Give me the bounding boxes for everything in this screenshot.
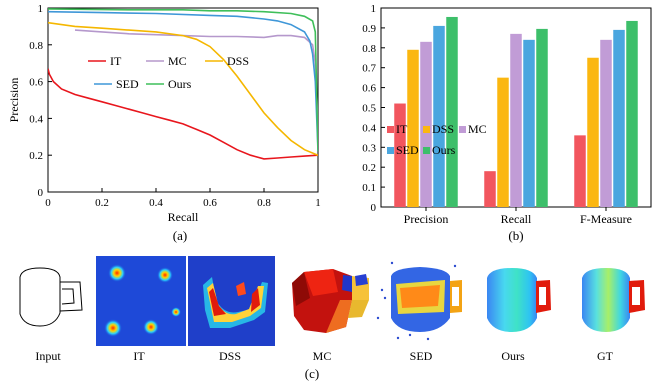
bar-it-recall: [484, 171, 496, 207]
pr-xtick-label: 0: [45, 197, 51, 209]
pr-line-ours: [48, 8, 318, 152]
pr-line-sed: [48, 10, 318, 152]
bar-dss-f-measure: [587, 57, 599, 207]
bar-ours-precision: [446, 16, 458, 207]
pr-line-dss: [48, 21, 318, 156]
pr-xlabel: Recall: [168, 210, 199, 224]
dss-result-image: [188, 256, 275, 346]
pr-ylabel: Precision: [7, 78, 21, 123]
bar-ytick-label: 0: [371, 202, 377, 214]
input-mug-sketch: [19, 267, 83, 327]
pr-xtick-label: 0.2: [95, 197, 109, 209]
mc-result-image: [292, 269, 369, 333]
pr-xtick-label: 0.4: [149, 197, 163, 209]
bar-ytick-label: 0.3: [362, 142, 376, 154]
pr-ytick-label: 0: [38, 187, 44, 199]
bar-dss-precision: [407, 49, 419, 207]
bar-ytick-label: 1: [371, 3, 377, 15]
bar-mc-f-measure: [600, 39, 612, 208]
pr-ytick-label: 0.6: [29, 77, 43, 89]
pr-ytick-label: 1: [38, 3, 44, 15]
pr-legend-label: MC: [168, 54, 187, 68]
pr-line-mc: [74, 29, 318, 128]
bar-ytick-label: 0.9: [362, 23, 376, 35]
gt-result-image: [582, 268, 645, 332]
bar-ytick-label: 0.8: [362, 43, 376, 55]
bar-legend-label: DSS: [432, 122, 454, 136]
bar-category-label: F-Measure: [580, 212, 632, 226]
bar-sed-precision: [433, 25, 445, 207]
bar-sed-recall: [523, 39, 535, 208]
mug-outline: [19, 267, 61, 327]
pr-xtick-label: 0.8: [257, 197, 271, 209]
bar-legend-label: SED: [396, 143, 419, 157]
bar-panel-label: (b): [508, 228, 523, 243]
bar-legend-label: Ours: [432, 143, 456, 157]
caption-ours: Ours: [501, 349, 525, 363]
pr-legend-label: IT: [110, 54, 122, 68]
pr-xtick-label: 1: [315, 197, 321, 209]
bar-legend-swatch: [423, 147, 430, 154]
pr-legend-label: Ours: [168, 77, 192, 91]
bar-legend-swatch: [459, 126, 466, 133]
bar-ytick-label: 0.1: [362, 182, 376, 194]
pr-legend: IT MC DSS SED Ours: [88, 54, 249, 91]
bar-mc-recall: [510, 33, 522, 208]
bar-ours-recall: [536, 28, 548, 207]
caption-gt: GT: [597, 349, 614, 363]
caption-dss: DSS: [219, 349, 241, 363]
pr-xtick-label: 0.6: [203, 197, 217, 209]
caption-it: IT: [133, 349, 145, 363]
bar-ytick-label: 0.6: [362, 83, 376, 95]
bar-legend-label: IT: [396, 122, 408, 136]
bar-category-label: Precision: [404, 212, 449, 226]
pr-plot-frame: [47, 7, 319, 193]
bar-mc-precision: [420, 41, 432, 207]
bar-legend-swatch: [423, 126, 430, 133]
bar-dss-recall: [497, 77, 509, 208]
bar-legend-swatch: [387, 147, 394, 154]
metric-bar-panel: 0 0.1 0.2 0.3 0.4 0.5 0.6 0.7 0.8 0.9 1 Precision R…: [362, 3, 652, 243]
bar-ytick-label: 0.4: [362, 122, 376, 134]
bar-ytick-label: 0.7: [362, 63, 376, 75]
pr-legend-label: SED: [116, 77, 139, 91]
bar-sed-f-measure: [613, 29, 625, 207]
bar-ours-f-measure: [626, 20, 638, 208]
bar-it-f-measure: [574, 135, 586, 207]
bar-legend: IT DSS MC SED Ours: [387, 122, 487, 157]
strip-panel-label: (c): [305, 366, 319, 381]
pr-curve-panel: 00.20.40.60.81 0 0.2 0.4 0.6 0.8 1 Precision …: [7, 3, 321, 243]
mug-handle-outline: [59, 281, 83, 312]
pr-legend-label: DSS: [227, 54, 249, 68]
qualitative-strip: Input IT DSS MC SED Ours GT (c): [19, 256, 645, 381]
ours-result-image: [487, 268, 551, 332]
pr-panel-label: (a): [173, 228, 187, 243]
it-result-image: [96, 256, 186, 346]
caption-mc: MC: [313, 349, 332, 363]
pr-ytick-label: 0.4: [29, 113, 43, 125]
caption-input: Input: [35, 349, 61, 363]
bar-legend-label: MC: [468, 122, 487, 136]
bar-category-label: Recall: [501, 212, 532, 226]
bar-legend-swatch: [387, 126, 394, 133]
bar-ytick-label: 0.2: [362, 162, 376, 174]
pr-ytick-label: 0.8: [29, 40, 43, 52]
caption-sed: SED: [410, 349, 433, 363]
pr-line-it: [48, 68, 318, 160]
sed-result-image: [376, 261, 462, 341]
bar-ytick-label: 0.5: [362, 103, 376, 115]
bar-it-precision: [394, 103, 406, 207]
pr-ytick-label: 0.2: [29, 150, 43, 162]
